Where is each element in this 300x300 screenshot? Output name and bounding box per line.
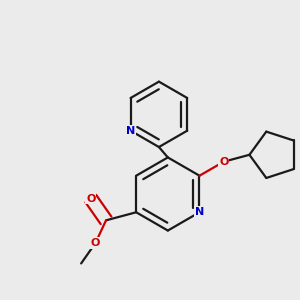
Text: O: O [86, 194, 95, 204]
Text: N: N [126, 126, 135, 136]
Text: N: N [195, 207, 204, 217]
Text: O: O [219, 157, 229, 167]
Text: O: O [91, 238, 100, 248]
